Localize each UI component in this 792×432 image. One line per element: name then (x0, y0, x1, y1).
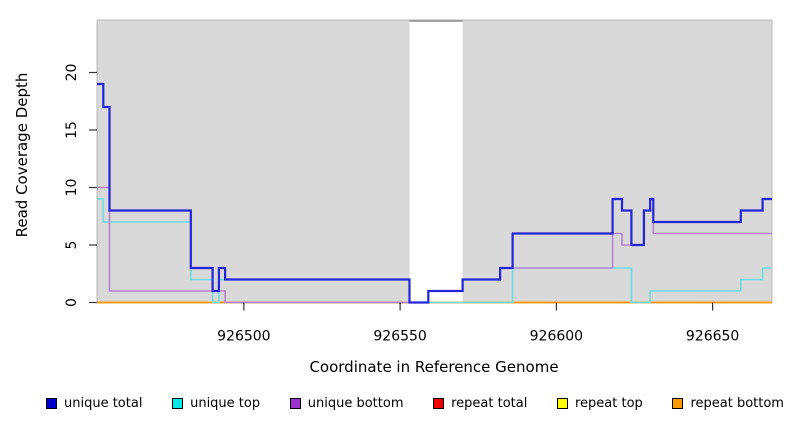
legend-swatch-unique-top (172, 398, 184, 409)
legend-swatch-unique-total (46, 398, 57, 409)
legend-item-repeat-total: repeat total (433, 396, 527, 411)
legend-label: unique bottom (307, 396, 404, 411)
x-tick-label: 926600 (530, 329, 583, 345)
series-lines (97, 82, 772, 304)
legend: unique total unique top unique bottom repea… (46, 396, 784, 411)
x-axis-label: Coordinate in Reference Genome (309, 358, 558, 376)
legend-item-unique-top: unique top (172, 396, 260, 411)
legend-label: repeat bottom (690, 396, 784, 411)
series-line-unique-total (97, 82, 772, 304)
legend-swatch-unique-bottom (289, 398, 301, 409)
y-axis-label: Read Coverage Depth (13, 73, 31, 238)
legend-item-unique-bottom: unique bottom (289, 396, 404, 411)
legend-label: repeat total (451, 396, 528, 411)
legend-swatch-repeat-bottom (672, 398, 684, 409)
legend-swatch-repeat-total (433, 398, 445, 409)
plot-area (96, 19, 773, 303)
legend-item-unique-total: unique total (46, 396, 142, 411)
x-tick-label: 926650 (686, 329, 739, 345)
masked-region (409, 21, 463, 303)
legend-swatch-repeat-top (557, 398, 568, 409)
legend-label: unique total (64, 396, 143, 411)
y-tick-label: 15 (64, 121, 80, 139)
coverage-plot-canvas: 0 5 10 15 20 926500 926550 926600 926650 Read Co… (13, 19, 773, 376)
y-tick-label: 5 (64, 241, 80, 250)
axes: 0 5 10 15 20 926500 926550 926600 926650 (64, 64, 739, 345)
y-tick-label: 20 (64, 64, 80, 82)
legend-item-repeat-top: repeat top (557, 396, 643, 411)
y-tick-label: 10 (64, 179, 80, 197)
x-tick-label: 926500 (217, 329, 270, 345)
legend-label: unique top (190, 396, 261, 411)
x-tick-label: 926550 (373, 329, 426, 345)
legend-item-repeat-bottom: repeat bottom (672, 396, 784, 411)
legend-label: repeat top (575, 396, 643, 411)
y-tick-label: 0 (64, 298, 80, 307)
